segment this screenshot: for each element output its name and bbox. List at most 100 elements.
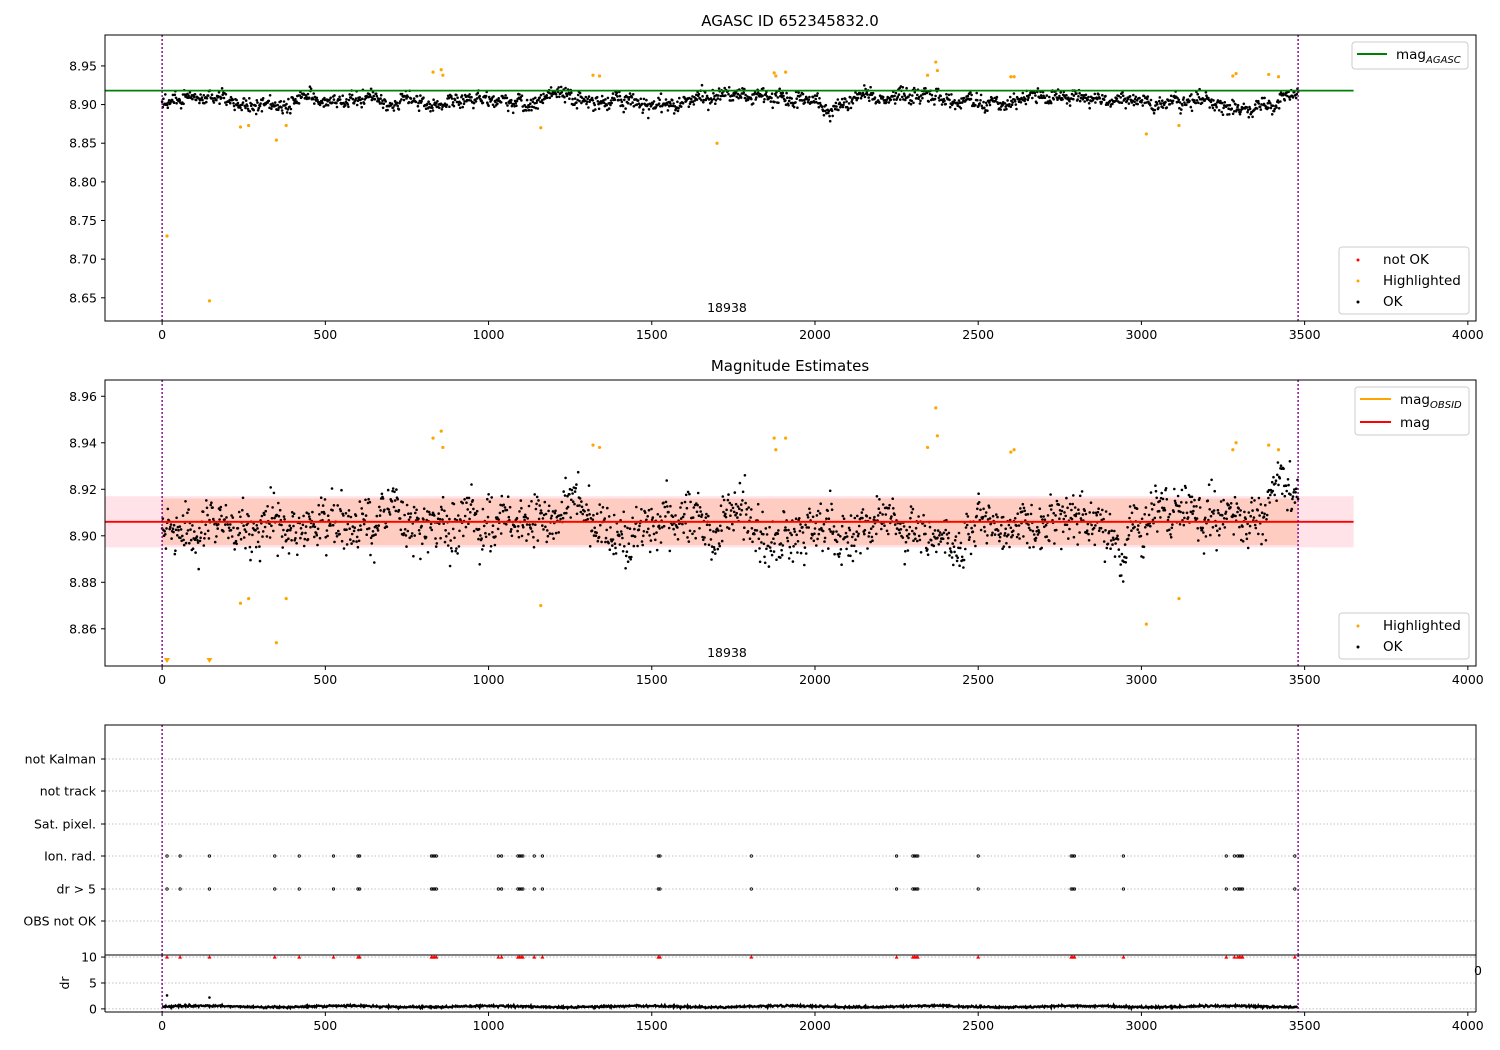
agasc-ok-point [1068,104,1072,107]
estimates-ok-point [1036,525,1039,529]
estimates-ok-point [189,528,192,531]
flag-event-marker [540,887,545,891]
estimates-ok-point [1010,535,1013,539]
agasc-ok-point [864,87,867,91]
estimates-ok-point [545,540,548,544]
flag-event-marker [331,854,336,858]
estimates-ok-point [353,526,357,529]
agasc-ok-point [962,96,966,100]
agasc-ok-point [933,97,937,101]
estimates-ok-point [1007,523,1011,527]
estimates-ok-point [381,497,385,500]
estimates-ok-point [853,516,857,520]
agasc-ok-point [1083,100,1086,103]
estimates-ok-point [275,513,279,517]
agasc-ok-point [400,98,403,101]
estimates-ok-point [727,527,731,530]
agasc-ok-point [966,94,970,98]
estimates-ok-point [1096,510,1100,514]
estimates-ok-point [481,507,485,511]
agasc-ok-point [866,93,869,96]
estimates-ok-point [299,527,303,530]
agasc-xtick-label: 3000 [1126,327,1158,342]
estimates-ok-point [1245,532,1248,536]
agasc-ok-point [592,109,595,112]
estimates-ok-point [256,527,259,530]
agasc-ok-point [1070,92,1074,96]
estimates-ok-point [1070,517,1074,521]
agasc-ok-point [420,99,423,103]
estimates-ok-point [211,506,214,509]
agasc-ok-point [1039,94,1043,97]
flag-event-marker [911,854,915,858]
estimates-ok-point [1026,513,1030,516]
agasc-ok-point [257,106,261,110]
agasc-ok-point [919,99,922,103]
agasc-ok-point [825,111,828,115]
estimates-ok-point [248,545,252,549]
agasc-ok-point [606,108,609,112]
agasc-ok-point [258,104,262,108]
estimates-ok-point [1270,480,1274,484]
estimates-ok-point [1093,543,1097,547]
estimates-ok-point [235,542,238,546]
estimates-ok-point [1087,532,1090,536]
dr-xtick-label: 1000 [473,1018,505,1033]
estimates-ok-point [399,528,403,532]
estimates-ok-point [428,513,432,516]
estimates-ok-point [857,532,860,536]
estimates-ok-point [707,543,711,547]
estimates-ok-point [978,518,982,522]
agasc-ok-point [392,109,396,112]
estimates-ok-point [206,529,210,533]
estimates-ok-point [1214,524,1218,527]
estimates-ok-point [636,544,639,548]
flag-event-marker [1293,854,1297,858]
estimates-ok-point [1184,486,1187,490]
estimates-ok-point [982,507,985,511]
estimates-ok-point [1207,483,1211,487]
estimates-ok-point [277,501,280,505]
estimates-ok-point [1192,505,1196,508]
agasc-highlighted-point [1144,132,1148,136]
estimates-ok-point [494,535,497,538]
estimates-ok-point [1126,526,1129,529]
estimates-ok-point [355,535,359,539]
estimates-ok-point [919,551,923,554]
estimates-ok-point [1216,508,1220,512]
flag-event-marker [431,887,435,891]
estimates-ok-point [952,545,956,548]
agasc-ok-point [1291,96,1295,99]
estimates-ok-point [547,504,551,508]
estimates-ok-point [547,509,550,513]
estimates-ok-point [379,509,382,512]
estimates-ok-point [1022,535,1025,538]
agasc-ok-point [1132,93,1135,97]
agasc-ok-point [493,105,496,109]
agasc-ok-point [1142,94,1146,98]
estimates-ok-point [1057,503,1061,507]
agasc-ok-point [637,102,641,105]
agasc-ok-point [465,98,469,102]
agasc-ok-point [478,94,482,98]
estimates-ok-point [515,516,519,520]
estimates-ok-point [340,488,343,492]
estimates-ok-point [326,514,330,517]
estimates-ok-point [393,490,396,494]
estimates-highlighted-point [284,596,288,601]
estimates-ok-point [1102,517,1105,521]
flag-event-marker [911,887,915,891]
estimates-ok-point [1157,509,1161,513]
estimates-ok-point [821,529,825,533]
estimates-ok-point [1209,514,1213,518]
estimates-ok-point [702,538,705,542]
estimates-ok-point [1020,510,1024,513]
estimates-xtick-label: 2000 [799,672,831,687]
agasc-ok-point [352,102,356,105]
agasc-ok-point [268,94,272,97]
dr-clipped-marker [331,955,336,959]
agasc-ok-point [600,101,603,105]
estimates-ok-point [287,552,291,555]
estimates-ok-point [895,527,899,530]
agasc-ok-point [298,94,302,97]
